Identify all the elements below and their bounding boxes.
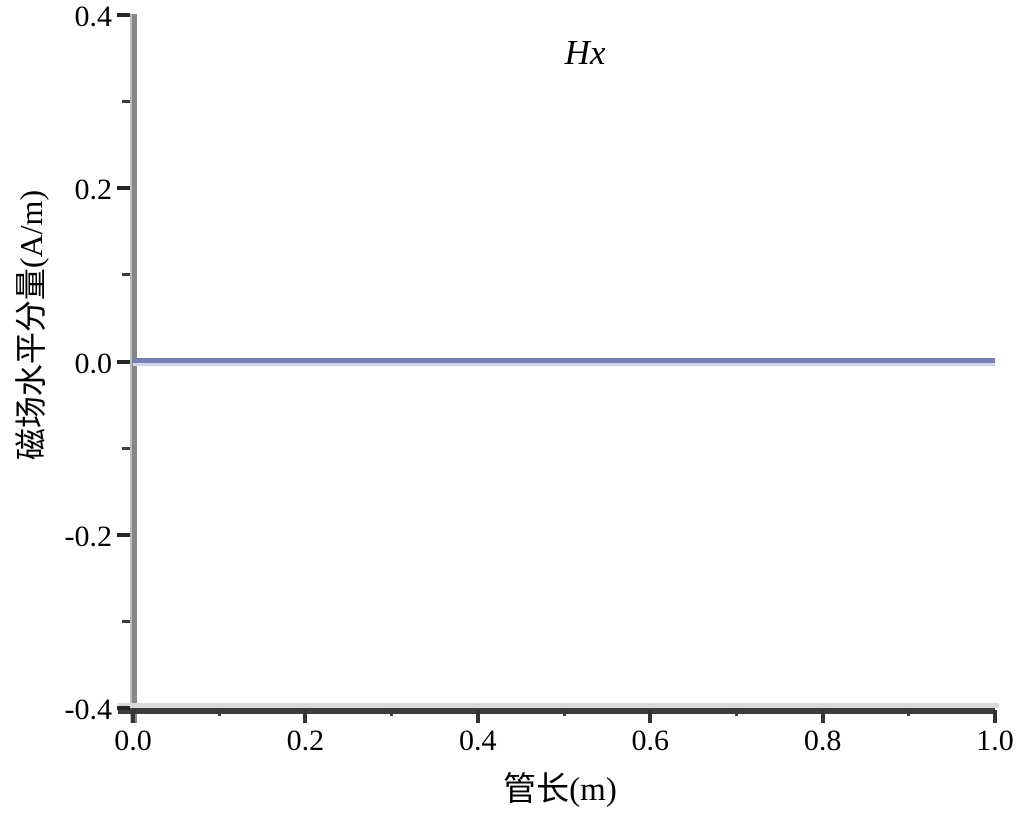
series-line-hx <box>133 357 995 366</box>
x-minor-tick <box>734 709 738 716</box>
x-tick-label: 0.0 <box>114 724 152 757</box>
y-major-tick <box>117 13 130 17</box>
y-tick-label: 0.2 <box>74 173 113 207</box>
y-major-tick <box>117 359 130 364</box>
y-tick-label: 0.4 <box>74 0 113 33</box>
x-major-tick <box>820 710 825 723</box>
y-tick-label: 0.0 <box>74 346 113 380</box>
x-axis-line <box>118 708 995 714</box>
y-major-tick <box>117 532 130 537</box>
y-tick-label: -0.2 <box>64 519 113 553</box>
y-tick-label: -0.4 <box>64 693 113 726</box>
y-major-tick <box>117 706 130 710</box>
y-axis-line <box>130 14 137 723</box>
chart-title: Hx <box>564 33 606 72</box>
x-major-tick <box>648 710 653 723</box>
x-axis-highlight-line <box>118 703 999 708</box>
y-minor-tick <box>122 100 130 104</box>
x-major-tick <box>131 710 135 723</box>
x-major-tick <box>475 710 480 723</box>
x-minor-tick <box>390 709 394 716</box>
y-axis-label: 磁场水平分量(A/m) <box>13 189 49 461</box>
y-minor-tick <box>122 619 130 623</box>
y-minor-tick <box>122 446 130 450</box>
x-minor-tick <box>217 709 221 716</box>
y-minor-tick <box>122 273 130 277</box>
x-tick-label: 0.2 <box>286 724 325 757</box>
x-major-tick <box>303 710 308 723</box>
x-minor-tick <box>907 709 911 716</box>
x-axis-label: 管长(m) <box>503 772 617 808</box>
x-major-tick <box>993 710 997 723</box>
x-tick-label: 0.6 <box>631 724 669 757</box>
x-tick-label: 0.4 <box>459 724 497 757</box>
x-minor-tick <box>562 709 566 716</box>
y-major-tick <box>117 186 130 191</box>
x-tick-label: 1.0 <box>976 724 1014 757</box>
x-tick-label: 0.8 <box>803 724 842 757</box>
